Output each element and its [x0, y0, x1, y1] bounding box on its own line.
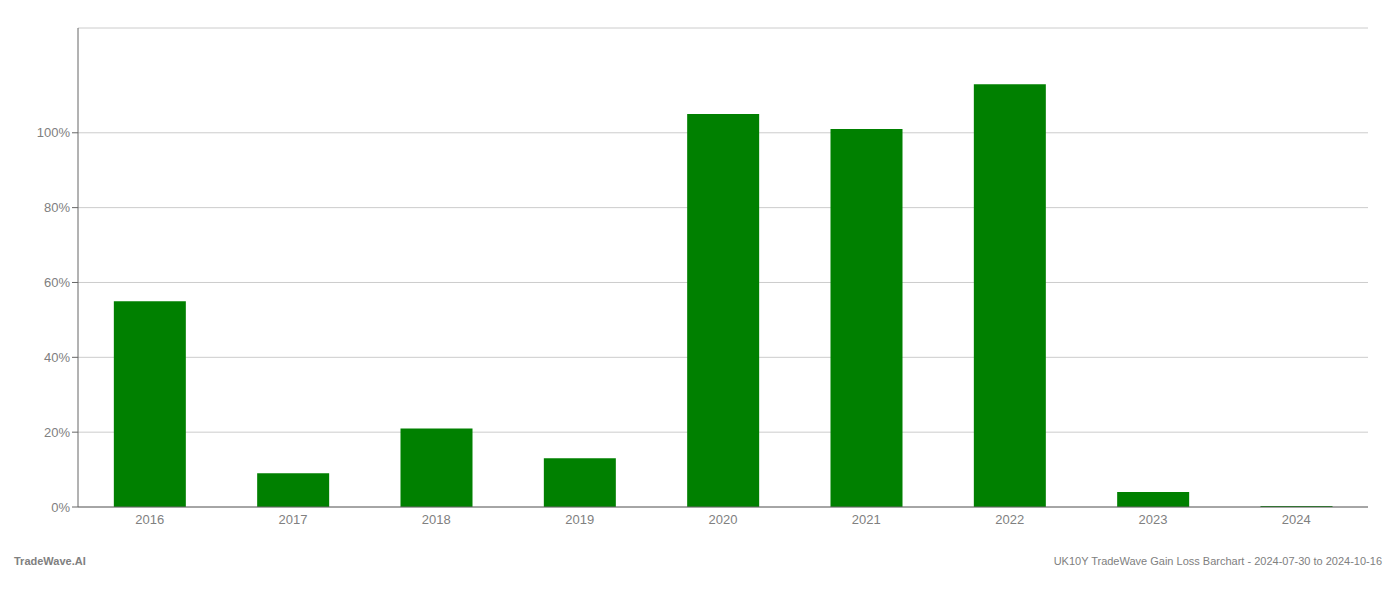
- svg-text:2018: 2018: [422, 512, 451, 527]
- svg-text:100%: 100%: [37, 125, 71, 140]
- svg-text:2021: 2021: [852, 512, 881, 527]
- html-text:TradeWave.AI: TradeWave.AI: [14, 555, 86, 567]
- svg-text:60%: 60%: [44, 275, 70, 290]
- svg-text:2022: 2022: [995, 512, 1024, 527]
- svg-text:80%: 80%: [44, 200, 70, 215]
- svg-text:20%: 20%: [44, 425, 70, 440]
- svg-text:40%: 40%: [44, 350, 70, 365]
- svg-text:2023: 2023: [1139, 512, 1168, 527]
- svg-text:0%: 0%: [51, 500, 70, 515]
- svg-text:2016: 2016: [135, 512, 164, 527]
- svg-text:2017: 2017: [279, 512, 308, 527]
- svg-text:2024: 2024: [1282, 512, 1311, 527]
- html-text:UK10Y TradeWave Gain Loss Barc: UK10Y TradeWave Gain Loss Barchart - 202…: [1053, 555, 1382, 567]
- svg-text:2019: 2019: [565, 512, 594, 527]
- svg-text:2020: 2020: [709, 512, 738, 527]
